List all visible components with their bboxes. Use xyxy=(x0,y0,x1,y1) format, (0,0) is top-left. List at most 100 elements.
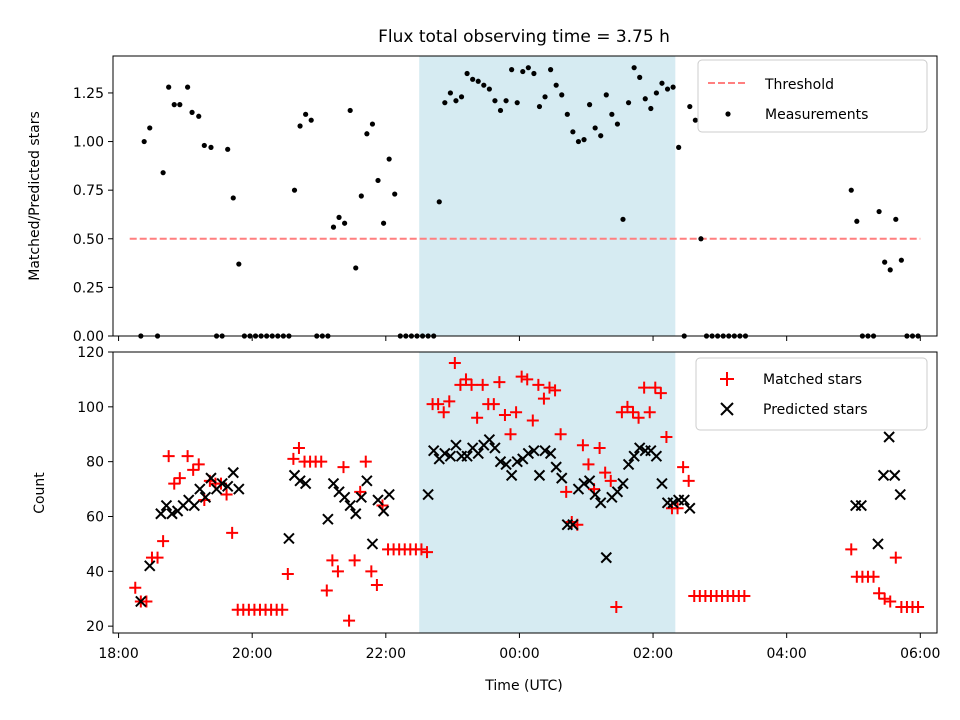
measurements-point xyxy=(470,76,476,82)
bottom-plot-frame xyxy=(112,351,938,634)
matched-stars-point xyxy=(610,600,623,613)
measurements-point xyxy=(664,86,671,92)
predicted-stars-point xyxy=(327,477,340,490)
measurements-point xyxy=(687,103,693,110)
bottom-y-axis-label: Count xyxy=(32,472,48,514)
measurements-point xyxy=(369,121,376,127)
measurements-point xyxy=(308,117,314,123)
matched-stars-point xyxy=(510,406,523,419)
matched-stars-point xyxy=(738,589,751,602)
matched-stars-point xyxy=(343,614,356,627)
matched-stars-point xyxy=(549,384,562,397)
top-y-tick-label: 1.00 xyxy=(73,135,104,151)
matched-stars-point xyxy=(326,554,339,567)
measurements-point xyxy=(848,187,854,193)
measurements-point xyxy=(536,103,543,110)
matched-stars-point xyxy=(168,477,181,490)
matched-stars-point xyxy=(459,373,472,386)
measurements-point xyxy=(303,111,309,117)
legend-predicted-label: Predicted stars xyxy=(763,402,868,418)
measurements-point xyxy=(364,131,370,137)
bottom-x-tick-label: 02:00 xyxy=(633,646,673,662)
matched-stars-point xyxy=(140,595,153,608)
x-axis-label: Time (UTC) xyxy=(484,678,562,694)
matched-stars-point xyxy=(889,551,902,564)
measurements-point xyxy=(347,107,353,114)
predicted-stars-point xyxy=(505,469,518,482)
measurements-point xyxy=(609,111,615,117)
predicted-stars-point xyxy=(617,477,629,490)
predicted-stars-point xyxy=(135,595,147,608)
measurements-point xyxy=(698,236,704,242)
measurements-point xyxy=(542,94,548,100)
predicted-stars-point xyxy=(883,431,895,443)
measurements-point xyxy=(185,84,191,90)
predicted-stars-point xyxy=(283,532,295,545)
count-panel: 20 40 60 80 100 120 18:00 20:00 22:00 00:00 02:00 0… xyxy=(32,345,940,694)
measurements-point xyxy=(475,78,481,84)
measurements-point xyxy=(436,199,442,205)
measurements-point xyxy=(692,117,698,123)
predicted-stars-point xyxy=(227,466,239,479)
predicted-stars-point xyxy=(338,491,351,504)
measurements-point xyxy=(236,261,242,267)
predicted-stars-point xyxy=(550,461,562,473)
bottom-legend-box xyxy=(695,357,928,431)
predicted-stars-point xyxy=(556,472,568,484)
top-plot-frame xyxy=(112,55,938,337)
matched-stars-point xyxy=(487,398,500,411)
predicted-stars-point xyxy=(494,455,507,468)
matched-stars-point xyxy=(292,441,305,454)
matched-stars-point xyxy=(543,381,556,394)
matched-stars-point xyxy=(359,455,372,468)
measurements-point xyxy=(548,67,554,73)
measurements-point xyxy=(442,100,448,106)
measurements-point xyxy=(386,156,392,162)
matched-stars-point xyxy=(593,441,606,454)
predicted-stars-point xyxy=(461,450,473,462)
bottom-y-tick-label: 60 xyxy=(86,509,104,525)
measurements-point xyxy=(670,84,676,90)
measurements-point xyxy=(876,208,882,215)
matched-stars-point xyxy=(654,387,667,400)
measurements-point xyxy=(553,82,559,88)
predicted-stars-point xyxy=(628,450,640,462)
matched-stars-point xyxy=(537,392,550,405)
measurements-point xyxy=(503,98,509,104)
predicted-stars-point xyxy=(355,491,368,504)
bottom-y-tick-label: 40 xyxy=(86,564,104,580)
matched-stars-point xyxy=(157,535,170,548)
measurements-point xyxy=(453,98,459,104)
predicted-stars-point xyxy=(350,508,362,520)
measurements-point xyxy=(492,98,498,104)
matched-stars-point xyxy=(370,579,383,592)
top-y-axis-label: Matched/Predicted stars xyxy=(27,111,43,281)
matched-stars-point xyxy=(554,428,567,441)
matched-stars-point xyxy=(912,600,925,613)
measurements-point xyxy=(291,187,298,193)
measurements-point xyxy=(625,100,632,106)
matched-stars-point xyxy=(504,428,517,441)
bottom-x-tick-label: 18:00 xyxy=(98,646,138,662)
measurements-point xyxy=(380,220,387,226)
predicted-stars-point xyxy=(383,488,395,501)
measurements-point xyxy=(497,107,504,114)
predicted-stars-point xyxy=(539,444,551,457)
bottom-x-tick-label: 22:00 xyxy=(366,646,406,662)
measurements-point xyxy=(196,113,202,119)
matched-stars-point xyxy=(320,584,333,597)
predicted-stars-point xyxy=(894,488,906,501)
measurements-point xyxy=(297,123,303,129)
predicted-stars-point xyxy=(361,475,373,487)
matched-stars-point xyxy=(192,458,205,471)
predicted-stars-point xyxy=(444,450,457,462)
predicted-stars-point xyxy=(622,458,635,471)
measurements-point xyxy=(570,129,576,135)
measurements-point xyxy=(189,109,195,115)
matched-stars-point xyxy=(220,488,233,501)
predicted-stars-point xyxy=(427,444,440,457)
predicted-stars-point xyxy=(567,519,579,531)
measurements-point xyxy=(531,70,537,77)
predicted-stars-point xyxy=(528,444,540,457)
predicted-stars-point xyxy=(422,488,434,501)
